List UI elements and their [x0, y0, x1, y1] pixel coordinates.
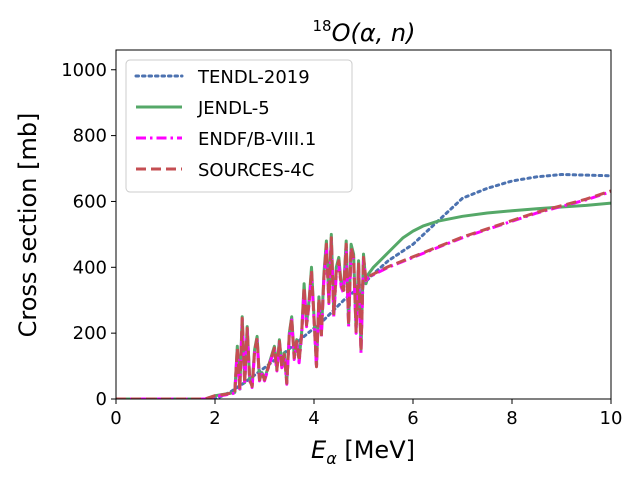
chart-title-superscript: 18 [313, 17, 332, 35]
y-tick-label: 200 [73, 323, 107, 344]
y-tick-label: 800 [73, 126, 107, 147]
legend: TENDL-2019 JENDL-5 ENDF/B-VIII.1 SOURCES-4C [125, 59, 353, 193]
plot-frame [115, 49, 612, 400]
y-tick-label: 600 [73, 191, 107, 212]
y-tick-label: 0 [96, 389, 107, 410]
x-tick-label: 2 [209, 408, 220, 429]
legend-box [125, 59, 353, 193]
x-axis-label-symbol: E [311, 436, 327, 464]
x-axis-label-unit: [MeV] [337, 436, 415, 464]
y-axis-label: Cross section [mb] [14, 113, 42, 338]
chart-title-main: O(α, n) [332, 19, 416, 47]
legend-label: JENDL-5 [197, 98, 270, 119]
x-tick-label: 4 [308, 408, 319, 429]
legend-label: SOURCES-4C [198, 160, 314, 181]
x-axis-label-subscript: α [326, 449, 337, 468]
series-line-sources-4c [116, 189, 611, 399]
y-tick-label: 400 [73, 257, 107, 278]
legend-label: TENDL-2019 [197, 67, 310, 88]
x-tick-label: 6 [407, 408, 418, 429]
x-tick-label: 0 [110, 408, 121, 429]
x-tick-label: 8 [506, 408, 517, 429]
y-tick-label: 1000 [61, 60, 107, 81]
y-axis-ticks: 0 200 400 600 800 1000 [61, 60, 116, 410]
chart-title: 18O(α, n) [313, 17, 416, 47]
x-axis-label: Eα [MeV] [311, 436, 415, 468]
x-axis-ticks: 0 2 4 6 8 10 [110, 399, 622, 429]
legend-label: ENDF/B-VIII.1 [198, 129, 316, 150]
x-tick-label: 10 [600, 408, 623, 429]
series-group [116, 173, 611, 399]
